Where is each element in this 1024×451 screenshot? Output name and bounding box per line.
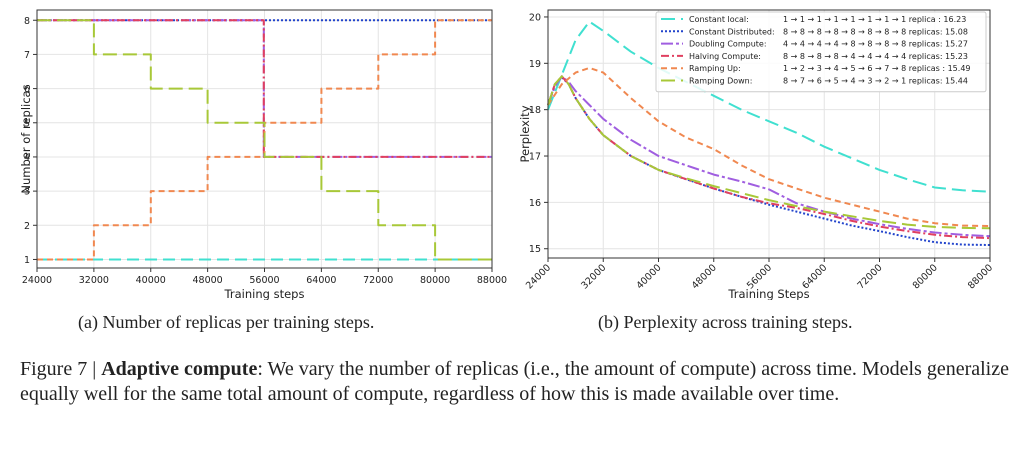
y-tick-label: 4 — [24, 152, 30, 163]
caption-bold: Adaptive compute — [101, 358, 258, 380]
series-line-6 — [37, 19, 492, 261]
subcaption-b: (b) Perplexity across training steps. — [598, 312, 853, 332]
series-line-6 — [547, 75, 991, 230]
legend-box — [655, 11, 987, 93]
legend-detail-3: 4 → 4 → 4 → 4 → 8 → 8 → 8 → 8 replicas: … — [783, 40, 968, 49]
y-axis-label: Perplexity — [518, 105, 532, 162]
series-line-1 — [547, 20, 991, 193]
x-tick-label: 56000 — [249, 275, 279, 286]
figure-canvas: 24000 32000 40000 48000 56000 64000 72000 80000… — [19, 9, 995, 300]
y-tick-label: 19 — [529, 59, 541, 70]
chart-a: 24000 32000 40000 48000 56000 64000 72000 80000… — [19, 9, 507, 300]
legend-name-5: Ramping Up: — [689, 64, 741, 73]
legend-detail-6: 8 → 7 → 6 → 5 → 4 → 3 → 2 → 1 replicas: … — [783, 77, 968, 86]
legend-detail-4: 8 → 8 → 8 → 8 → 4 → 4 → 4 → 4 replicas: … — [783, 52, 968, 61]
series-line-3 — [547, 75, 991, 238]
x-tick-label: 40000 — [634, 262, 663, 291]
x-axis-label: Training steps — [224, 287, 305, 300]
x-tick-label: 32000 — [579, 262, 608, 291]
x-tick-label: 32000 — [79, 275, 109, 286]
series-line-2 — [547, 76, 991, 246]
y-tick-label: 1 — [24, 255, 30, 266]
y-tick-label: 20 — [529, 12, 541, 23]
legend-name-4: Halving Compute: — [689, 52, 761, 61]
x-tick-label: 88000 — [477, 275, 507, 286]
subcaption-a: (a) Number of replicas per training step… — [78, 312, 375, 332]
legend-detail-2: 8 → 8 → 8 → 8 → 8 → 8 → 8 → 8 replicas: … — [783, 27, 968, 36]
legend-detail-1: 1 → 1 → 1 → 1 → 1 → 1 → 1 → 1 replica : … — [783, 15, 966, 24]
caption-prefix: Figure 7 | — [20, 358, 102, 380]
y-tick-label: 15 — [529, 244, 541, 255]
x-tick-label: 80000 — [420, 275, 450, 286]
x-tick-label: 80000 — [911, 262, 940, 291]
y-tick-label: 5 — [24, 118, 30, 129]
y-tick-label: 17 — [529, 152, 541, 163]
y-tick-label: 2 — [24, 221, 30, 232]
legend-detail-5: 1 → 2 → 3 → 4 → 5 → 6 → 7 → 8 replicas :… — [783, 64, 971, 73]
legend-name-6: Ramping Down: — [689, 77, 752, 86]
x-tick-label: 48000 — [690, 262, 719, 291]
x-tick-label: 48000 — [193, 275, 223, 286]
x-tick-label: 40000 — [136, 275, 166, 286]
y-tick-label: 8 — [24, 16, 30, 27]
x-tick-label: 24000 — [22, 275, 52, 286]
series-line-5 — [37, 19, 492, 261]
plot-frame — [36, 9, 493, 269]
plot-frame — [547, 9, 991, 259]
y-tick-label: 18 — [529, 105, 541, 116]
y-tick-label: 7 — [24, 50, 30, 61]
x-axis-label: Training Steps — [727, 287, 809, 300]
x-tick-label: 72000 — [855, 262, 884, 291]
y-axis-label: Number of replicas — [19, 84, 33, 193]
legend-name-1: Constant local: — [689, 15, 749, 24]
y-tick-label: 16 — [529, 198, 541, 209]
figure-caption: Figure 7 | Adaptive compute: We vary the… — [20, 357, 1010, 407]
series-line-4 — [37, 19, 492, 158]
x-tick-label: 64000 — [306, 275, 336, 286]
x-tick-label: 88000 — [966, 262, 995, 291]
series-line-5 — [547, 66, 991, 227]
legend-name-3: Doubling Compute: — [689, 40, 767, 49]
caption-text: : We vary the number of replicas (i.e., … — [20, 358, 1009, 405]
y-tick-label: 6 — [24, 84, 30, 95]
y-tick-label: 3 — [24, 187, 30, 198]
legend: Constant local: 1 → 1 → 1 → 1 → 1 → 1 → 1… — [655, 11, 987, 93]
x-tick-label: 24000 — [524, 262, 553, 291]
chart-b: 24000 32000 40000 48000 56000 64000 72000 80000… — [518, 9, 995, 300]
legend-name-2: Constant Distributed: — [689, 27, 775, 36]
x-tick-label: 72000 — [363, 275, 393, 286]
